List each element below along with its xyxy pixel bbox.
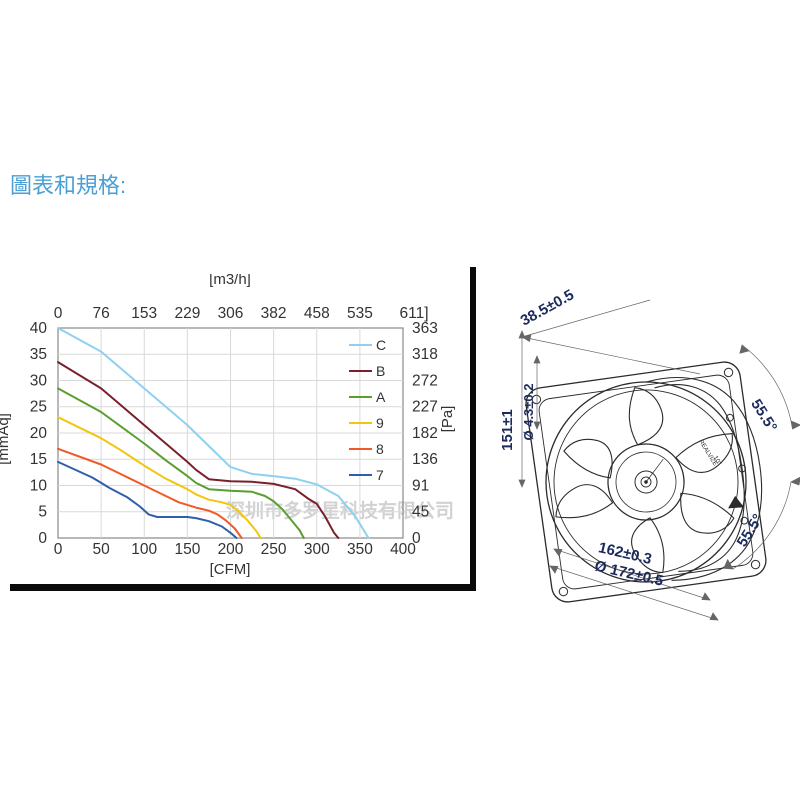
svg-text:B: B bbox=[376, 363, 385, 379]
svg-text:300: 300 bbox=[304, 541, 330, 558]
svg-text:227: 227 bbox=[412, 399, 438, 416]
svg-text:458: 458 bbox=[304, 305, 330, 322]
svg-text:535: 535 bbox=[347, 305, 373, 322]
svg-text:76: 76 bbox=[92, 305, 109, 322]
svg-text:25: 25 bbox=[30, 399, 47, 416]
svg-text:[Pa]: [Pa] bbox=[439, 406, 456, 433]
svg-text:9: 9 bbox=[376, 415, 384, 431]
svg-text:363: 363 bbox=[412, 320, 438, 337]
svg-text:45: 45 bbox=[412, 504, 429, 521]
svg-text:306: 306 bbox=[218, 305, 244, 322]
svg-text:0: 0 bbox=[412, 530, 421, 547]
svg-text:318: 318 bbox=[412, 346, 438, 363]
svg-text:5: 5 bbox=[38, 504, 47, 521]
svg-text:40: 40 bbox=[30, 320, 48, 337]
svg-text:30: 30 bbox=[30, 373, 48, 390]
svg-text:[mmAq]: [mmAq] bbox=[0, 413, 12, 465]
svg-text:0: 0 bbox=[54, 305, 63, 322]
svg-text:136: 136 bbox=[412, 451, 438, 468]
svg-text:15: 15 bbox=[30, 451, 47, 468]
svg-text:382: 382 bbox=[261, 305, 287, 322]
svg-text:7: 7 bbox=[376, 467, 384, 483]
svg-text:0: 0 bbox=[54, 541, 63, 558]
svg-text:10: 10 bbox=[30, 478, 48, 495]
svg-text:153: 153 bbox=[131, 305, 157, 322]
svg-text:C: C bbox=[376, 337, 386, 353]
svg-text:272: 272 bbox=[412, 373, 438, 390]
svg-text:50: 50 bbox=[92, 541, 110, 558]
svg-text:100: 100 bbox=[131, 541, 157, 558]
svg-text:20: 20 bbox=[30, 425, 48, 442]
svg-text:[m3/h]: [m3/h] bbox=[209, 274, 251, 288]
svg-text:200: 200 bbox=[218, 541, 244, 558]
svg-text:350: 350 bbox=[347, 541, 373, 558]
svg-text:8: 8 bbox=[376, 441, 384, 457]
svg-text:A: A bbox=[376, 389, 386, 405]
svg-text:35: 35 bbox=[30, 346, 47, 363]
svg-text:250: 250 bbox=[261, 541, 287, 558]
svg-text:182: 182 bbox=[412, 425, 438, 442]
svg-text:229: 229 bbox=[174, 305, 200, 322]
svg-text:[CFM]: [CFM] bbox=[210, 561, 251, 578]
svg-text:150: 150 bbox=[174, 541, 200, 558]
svg-text:0: 0 bbox=[38, 530, 47, 547]
svg-text:91: 91 bbox=[412, 478, 429, 495]
